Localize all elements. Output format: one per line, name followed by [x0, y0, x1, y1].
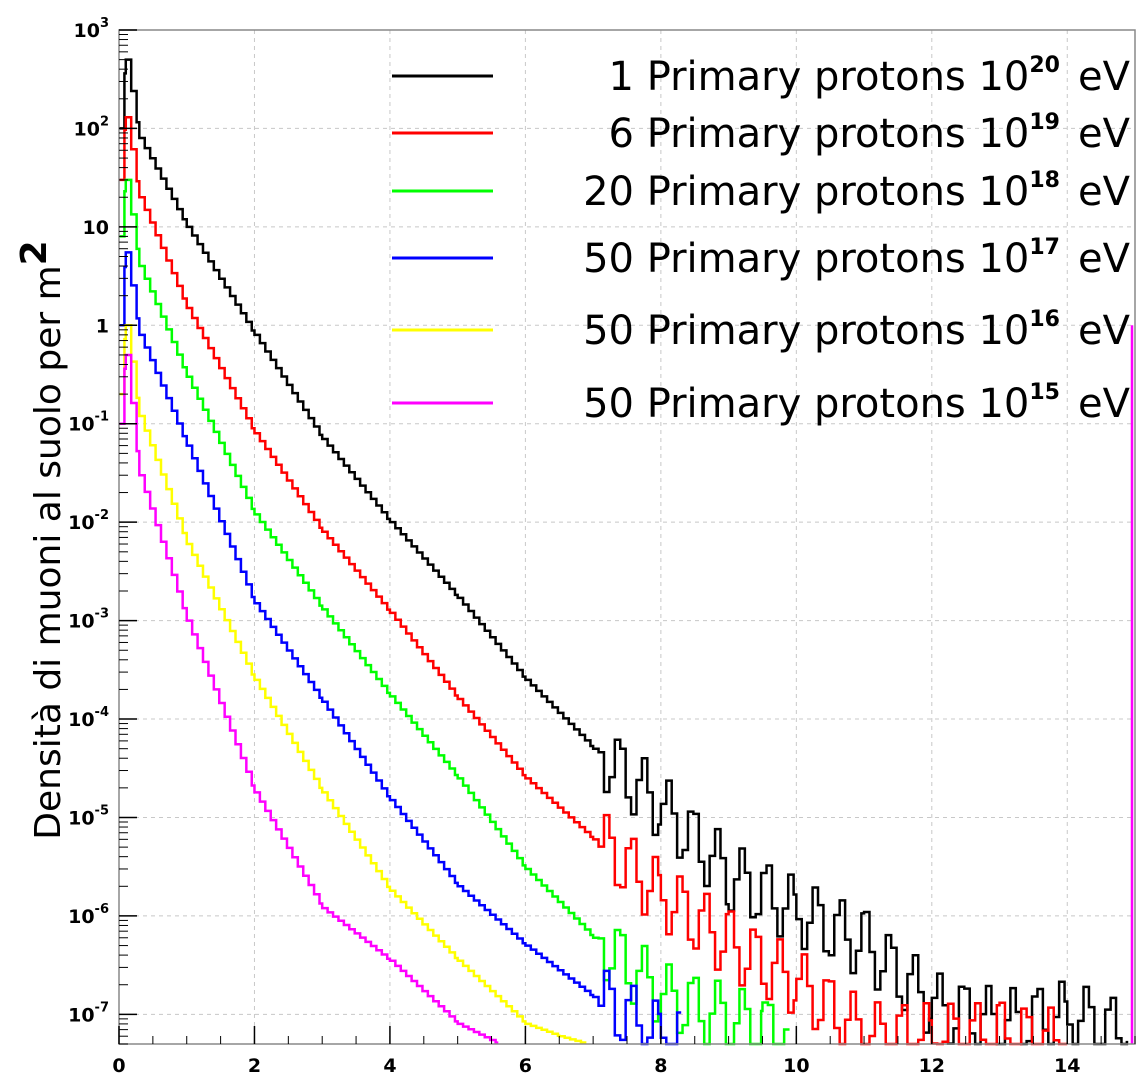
- legend-label-main: 6 Primary protons 10: [609, 111, 1030, 157]
- y-tick-base: 10: [83, 217, 109, 239]
- y-tick-label: 10-4: [68, 705, 109, 731]
- y-tick-label: 1: [96, 315, 109, 337]
- legend-label-main: 50 Primary protons 10: [583, 236, 1029, 282]
- y-tick-exp: 3: [100, 16, 109, 31]
- legend-label-main: 20 Primary protons 10: [583, 169, 1029, 215]
- legend-label-unit: eV: [1078, 308, 1131, 354]
- y-tick-label: 10-1: [68, 410, 109, 436]
- y-axis-label: Densità di muoni al suolo per m: [28, 265, 69, 839]
- series-line: [119, 324, 587, 1044]
- legend-label-main: 1 Primary protons 10: [609, 54, 1030, 100]
- legend-label: 50 Primary protons 1016: [583, 307, 1060, 354]
- y-tick-exp: 2: [100, 114, 109, 129]
- legend-label-exp: 19: [1029, 110, 1060, 135]
- legend: 1 Primary protons 1020 eV 6 Primary proton…: [392, 53, 1131, 427]
- y-tick-label: 103: [74, 16, 110, 42]
- y-tick-base: 10: [74, 20, 100, 42]
- legend-label-unit: eV: [1078, 169, 1131, 215]
- x-tick-label: 10: [783, 1055, 809, 1077]
- x-tick-label: 14: [1054, 1055, 1080, 1077]
- y-tick-base: 10: [68, 906, 94, 928]
- y-tick-label: 10-2: [68, 508, 109, 534]
- y-tick-exp: -3: [95, 607, 109, 622]
- legend-label-unit: eV: [1078, 111, 1131, 157]
- y-tick-label: 10: [83, 217, 109, 239]
- legend-label: 50 Primary protons 1017: [583, 235, 1060, 282]
- legend-label-exp: 15: [1029, 380, 1060, 405]
- legend-label-unit: eV: [1078, 236, 1131, 282]
- legend-label-exp: 17: [1029, 235, 1060, 260]
- x-tick-label: 2: [248, 1055, 261, 1077]
- y-tick-exp: -7: [95, 1000, 109, 1015]
- x-tick-label: 4: [383, 1055, 396, 1077]
- y-tick-base: 10: [74, 118, 100, 140]
- y-tick-exp: -4: [95, 705, 109, 720]
- legend-label-unit: eV: [1078, 381, 1131, 427]
- y-tick-exp: -2: [95, 508, 109, 523]
- legend-label-exp: 16: [1029, 307, 1060, 332]
- series-line: [119, 251, 682, 1046]
- y-tick-exp: -1: [95, 410, 109, 425]
- x-tick-label: 6: [519, 1055, 532, 1077]
- series-layer: [119, 58, 1134, 1046]
- y-tick-base: 1: [96, 315, 109, 337]
- legend-label-main: 50 Primary protons 10: [583, 308, 1029, 354]
- y-axis-unit-exp: 2: [14, 240, 55, 265]
- y-axis-title: Densità di muoni al suolo per m2: [14, 240, 69, 839]
- y-tick-base: 10: [68, 1004, 94, 1026]
- y-tick-label: 102: [74, 114, 110, 140]
- y-tick-label: 10-5: [68, 803, 109, 829]
- legend-label-exp: 20: [1029, 53, 1060, 78]
- legend-label: 20 Primary protons 1018: [583, 168, 1060, 215]
- legend-label-main: 50 Primary protons 10: [583, 381, 1029, 427]
- legend-label-exp: 18: [1029, 168, 1060, 193]
- legend-label-unit: eV: [1078, 54, 1131, 100]
- series-line: [119, 58, 1129, 1046]
- legend-label: 1 Primary protons 1020: [609, 53, 1060, 100]
- y-tick-exp: -5: [95, 803, 109, 818]
- legend-label: 6 Primary protons 1019: [609, 110, 1060, 157]
- y-tick-label: 10-6: [68, 902, 109, 928]
- axis-ticks: 0 2 4 6 8 10 12 1410310210110-110-210-310-410-5…: [68, 16, 1136, 1077]
- series-line: [119, 178, 790, 1046]
- legend-label: 50 Primary protons 1015: [583, 380, 1060, 427]
- y-tick-label: 10-7: [68, 1000, 109, 1026]
- y-tick-label: 10-3: [68, 607, 109, 633]
- series-line: [119, 353, 499, 1044]
- y-tick-base: 10: [68, 807, 94, 829]
- y-tick-base: 10: [68, 611, 94, 633]
- x-tick-label: 12: [919, 1055, 945, 1077]
- series-line: [119, 115, 1068, 1046]
- x-tick-label: 0: [112, 1055, 125, 1077]
- y-tick-exp: -6: [95, 902, 109, 917]
- y-tick-base: 10: [68, 414, 94, 436]
- x-tick-label: 8: [654, 1055, 667, 1077]
- y-tick-base: 10: [68, 512, 94, 534]
- y-tick-base: 10: [68, 709, 94, 731]
- svg-text:Densità di muoni al suolo per: Densità di muoni al suolo per m2: [14, 240, 69, 839]
